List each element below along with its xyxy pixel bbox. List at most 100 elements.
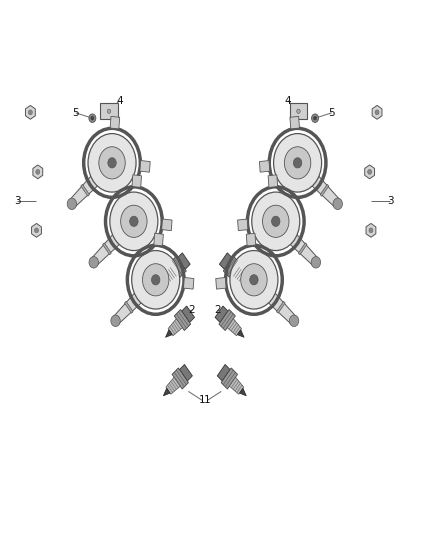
Polygon shape xyxy=(154,233,163,246)
Polygon shape xyxy=(116,228,126,242)
Polygon shape xyxy=(237,219,248,231)
Ellipse shape xyxy=(152,274,160,285)
Ellipse shape xyxy=(369,228,373,233)
Ellipse shape xyxy=(91,116,94,120)
Polygon shape xyxy=(161,277,168,284)
Ellipse shape xyxy=(293,158,302,168)
Polygon shape xyxy=(32,223,42,237)
Polygon shape xyxy=(168,319,182,336)
Ellipse shape xyxy=(142,264,169,296)
Ellipse shape xyxy=(375,110,379,115)
Polygon shape xyxy=(240,388,246,396)
Polygon shape xyxy=(163,388,170,396)
Polygon shape xyxy=(283,228,294,242)
Text: 4: 4 xyxy=(116,95,123,106)
Text: 3: 3 xyxy=(387,196,393,206)
Polygon shape xyxy=(290,116,300,129)
Text: 3: 3 xyxy=(14,196,21,206)
Ellipse shape xyxy=(111,315,120,327)
Polygon shape xyxy=(33,165,43,179)
Ellipse shape xyxy=(314,116,317,120)
Polygon shape xyxy=(174,310,191,330)
Ellipse shape xyxy=(99,147,125,179)
Ellipse shape xyxy=(28,110,32,115)
Ellipse shape xyxy=(284,147,311,179)
Polygon shape xyxy=(170,256,186,277)
Polygon shape xyxy=(164,265,178,282)
Polygon shape xyxy=(91,215,138,266)
Polygon shape xyxy=(305,169,316,183)
Polygon shape xyxy=(180,365,192,381)
Polygon shape xyxy=(182,306,194,322)
Polygon shape xyxy=(166,377,180,394)
Polygon shape xyxy=(102,243,111,255)
Text: 2: 2 xyxy=(189,305,195,315)
Polygon shape xyxy=(110,116,120,129)
Polygon shape xyxy=(138,286,148,301)
Polygon shape xyxy=(81,184,89,196)
Polygon shape xyxy=(162,219,172,231)
Polygon shape xyxy=(124,301,133,313)
Polygon shape xyxy=(25,106,35,119)
Ellipse shape xyxy=(252,192,300,251)
Ellipse shape xyxy=(110,192,158,251)
Text: 1: 1 xyxy=(199,395,206,406)
Ellipse shape xyxy=(89,114,96,123)
Polygon shape xyxy=(221,368,237,389)
Polygon shape xyxy=(298,243,307,255)
Ellipse shape xyxy=(35,228,39,233)
Polygon shape xyxy=(365,165,374,179)
Polygon shape xyxy=(242,277,248,284)
Polygon shape xyxy=(268,175,278,188)
Polygon shape xyxy=(372,106,382,119)
Text: 2: 2 xyxy=(214,305,221,315)
Ellipse shape xyxy=(297,109,300,114)
Ellipse shape xyxy=(89,256,99,268)
Polygon shape xyxy=(272,215,318,266)
Polygon shape xyxy=(223,256,240,277)
Ellipse shape xyxy=(241,264,267,296)
Polygon shape xyxy=(219,310,235,330)
Polygon shape xyxy=(113,274,160,325)
Ellipse shape xyxy=(120,205,147,237)
Ellipse shape xyxy=(132,251,180,309)
Text: 5: 5 xyxy=(328,108,335,118)
Polygon shape xyxy=(217,365,230,381)
Polygon shape xyxy=(215,306,228,322)
Ellipse shape xyxy=(274,134,321,192)
Polygon shape xyxy=(216,278,226,289)
Ellipse shape xyxy=(272,216,280,227)
Polygon shape xyxy=(237,330,244,337)
Ellipse shape xyxy=(367,169,371,174)
Polygon shape xyxy=(132,175,141,188)
Polygon shape xyxy=(320,184,329,196)
FancyBboxPatch shape xyxy=(100,103,118,119)
Polygon shape xyxy=(246,233,256,246)
Polygon shape xyxy=(230,377,244,394)
Polygon shape xyxy=(184,278,194,289)
Text: 1: 1 xyxy=(204,395,211,406)
Polygon shape xyxy=(261,286,272,301)
Ellipse shape xyxy=(311,114,318,123)
Ellipse shape xyxy=(311,256,321,268)
FancyBboxPatch shape xyxy=(290,103,307,119)
Ellipse shape xyxy=(230,251,278,309)
Polygon shape xyxy=(227,319,241,336)
Polygon shape xyxy=(276,301,285,313)
Polygon shape xyxy=(172,368,188,389)
Ellipse shape xyxy=(333,198,343,209)
Ellipse shape xyxy=(107,109,111,114)
Text: 5: 5 xyxy=(72,108,79,118)
Polygon shape xyxy=(293,157,340,207)
Polygon shape xyxy=(140,160,150,172)
Polygon shape xyxy=(259,160,270,172)
Polygon shape xyxy=(94,169,104,183)
Ellipse shape xyxy=(290,315,299,327)
Ellipse shape xyxy=(88,134,136,192)
Polygon shape xyxy=(219,253,232,269)
Polygon shape xyxy=(177,253,190,269)
Ellipse shape xyxy=(130,216,138,227)
Ellipse shape xyxy=(36,169,40,174)
Polygon shape xyxy=(366,223,376,237)
Polygon shape xyxy=(232,265,246,282)
